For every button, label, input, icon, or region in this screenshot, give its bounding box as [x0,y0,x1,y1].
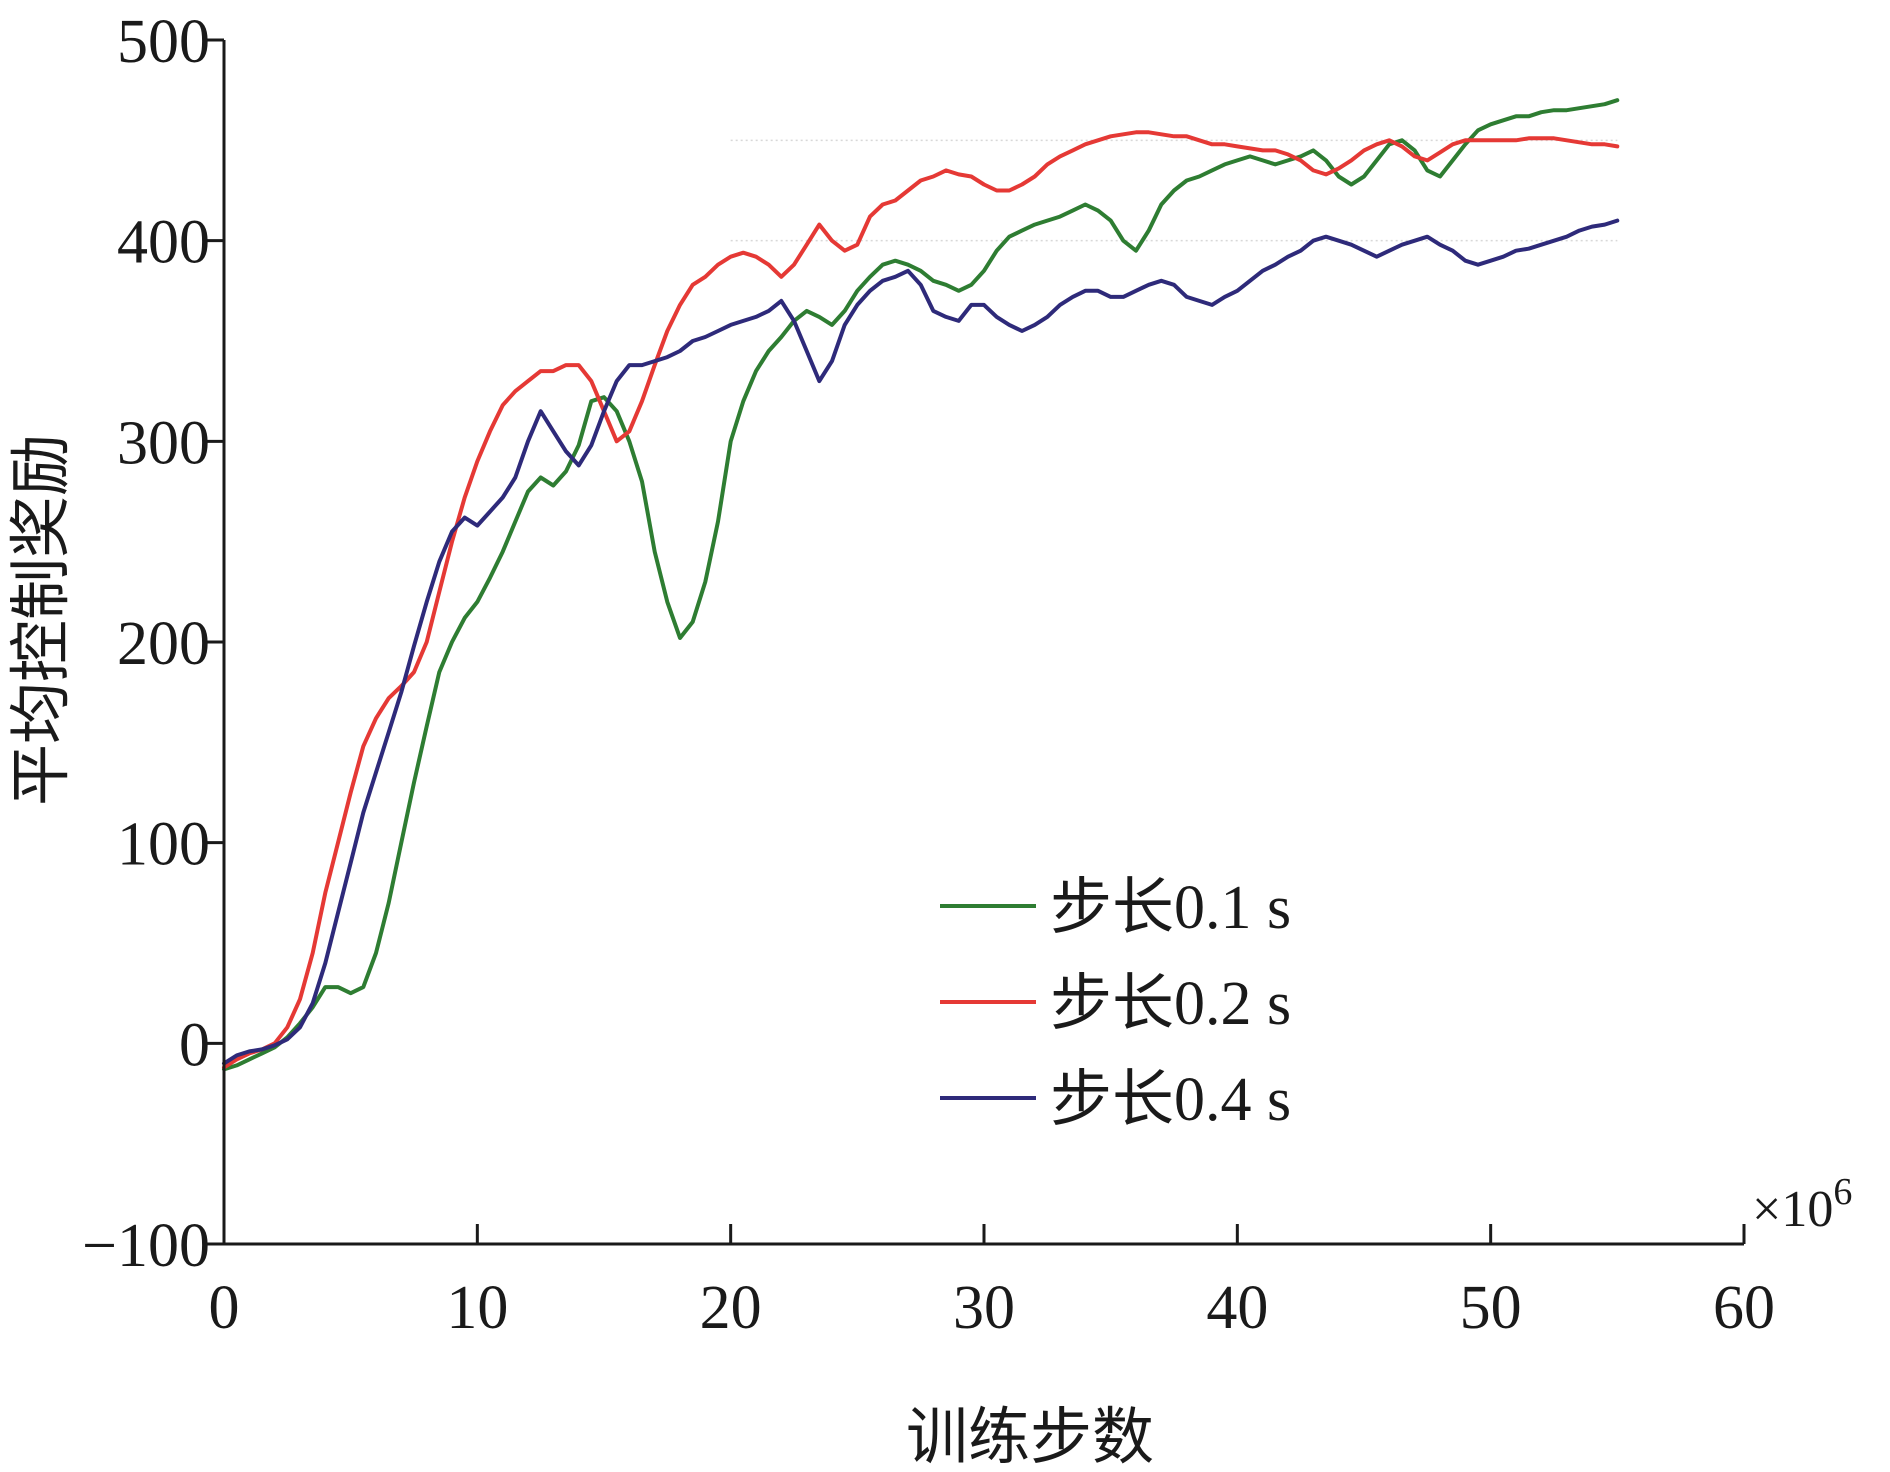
series-line-1 [222,98,1620,1072]
x-tick-label: 20 [700,1274,762,1342]
x-tick-label: 60 [1713,1274,1775,1342]
x-tick-label: 30 [953,1274,1015,1342]
y-tick-label: 0 [179,1011,210,1079]
legend: 步长0.1 s 步长0.2 s 步长0.4 s [940,874,1291,1134]
x-axis-multiplier-base: ×10 [1752,1181,1833,1238]
y-tick-label: 100 [117,811,210,879]
x-tick-label: 50 [1460,1274,1522,1342]
series-layer [222,98,1620,1072]
y-tick-label: 400 [117,209,210,277]
x-tick-label: 40 [1206,1274,1268,1342]
legend-label-2: 步长0.2 s [1050,970,1291,1038]
series-line-3 [222,218,1620,1066]
y-tick-label: 200 [117,610,210,678]
x-axis-multiplier: ×106 [1752,1171,1852,1238]
x-axis-multiplier-exponent: 6 [1833,1171,1852,1213]
x-tick-label: 0 [209,1274,240,1342]
y-tick-label: 500 [117,8,210,76]
x-axis-title: 训练步数 [906,1404,1154,1472]
y-tick-label: −100 [82,1212,210,1280]
legend-label-1: 步长0.1 s [1050,874,1291,942]
y-tick-label: 300 [117,409,210,477]
legend-label-3: 步长0.4 s [1050,1066,1291,1134]
x-tick-label: 10 [446,1274,508,1342]
y-axis-title: 平均控制奖励 [8,434,76,806]
